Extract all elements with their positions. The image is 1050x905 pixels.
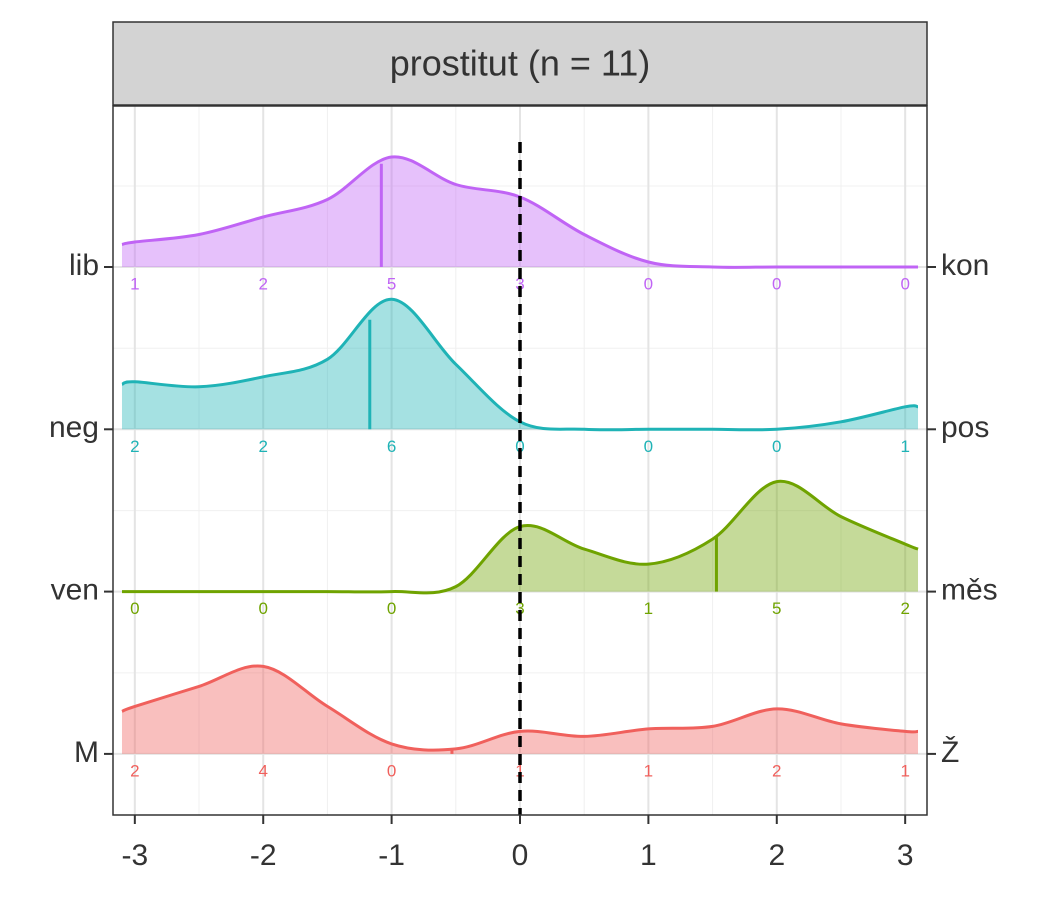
density-area bbox=[121, 481, 919, 593]
count-label: 2 bbox=[130, 437, 139, 456]
y-tick-label: neg bbox=[49, 411, 99, 444]
count-label: 2 bbox=[772, 761, 781, 780]
y2-tick-label: Ž bbox=[941, 736, 959, 769]
density-area bbox=[121, 299, 919, 430]
x-tick-label: -1 bbox=[378, 839, 405, 872]
x-tick-label: 1 bbox=[640, 839, 657, 872]
y2-tick-label: pos bbox=[941, 411, 989, 444]
x-tick-label: 2 bbox=[768, 839, 785, 872]
count-label: 2 bbox=[258, 437, 267, 456]
count-label: 1 bbox=[900, 437, 909, 456]
y-tick-label: ven bbox=[51, 574, 99, 607]
count-label: 0 bbox=[772, 274, 781, 293]
count-label: 6 bbox=[387, 437, 396, 456]
count-label: 0 bbox=[772, 437, 781, 456]
x-tick-label: -3 bbox=[121, 839, 148, 872]
y2-tick-label: kon bbox=[941, 249, 989, 282]
count-label: 1 bbox=[644, 599, 653, 618]
y-tick-label: M bbox=[74, 736, 99, 769]
count-label: 0 bbox=[900, 274, 909, 293]
count-label: 2 bbox=[900, 599, 909, 618]
count-label: 5 bbox=[387, 274, 396, 293]
density-line bbox=[121, 297, 919, 432]
count-label: 3 bbox=[515, 274, 524, 293]
count-label: 1 bbox=[130, 274, 139, 293]
count-label: 1 bbox=[644, 761, 653, 780]
x-tick-label: 3 bbox=[897, 839, 914, 872]
count-label: 1 bbox=[515, 761, 524, 780]
count-label: 2 bbox=[258, 274, 267, 293]
count-label: 5 bbox=[772, 599, 781, 618]
count-label: 4 bbox=[258, 761, 267, 780]
facet-strip bbox=[112, 21, 928, 106]
count-label: 1 bbox=[900, 761, 909, 780]
count-label: 0 bbox=[387, 599, 396, 618]
y2-tick-label: měs bbox=[941, 574, 998, 607]
x-tick-label: 0 bbox=[512, 839, 529, 872]
count-label: 2 bbox=[130, 761, 139, 780]
y-tick-label: lib bbox=[69, 249, 99, 282]
chart-title: prostitut (n = 11) bbox=[390, 43, 650, 84]
count-label: 3 bbox=[515, 599, 524, 618]
count-label: 0 bbox=[130, 599, 139, 618]
density-line bbox=[121, 664, 919, 752]
count-label: 0 bbox=[644, 437, 653, 456]
count-label: 0 bbox=[515, 437, 524, 456]
count-label: 0 bbox=[258, 599, 267, 618]
density-area bbox=[121, 156, 919, 268]
density-area bbox=[121, 665, 919, 754]
x-tick-label: -2 bbox=[250, 839, 277, 872]
count-label: 0 bbox=[387, 761, 396, 780]
count-label: 0 bbox=[644, 274, 653, 293]
